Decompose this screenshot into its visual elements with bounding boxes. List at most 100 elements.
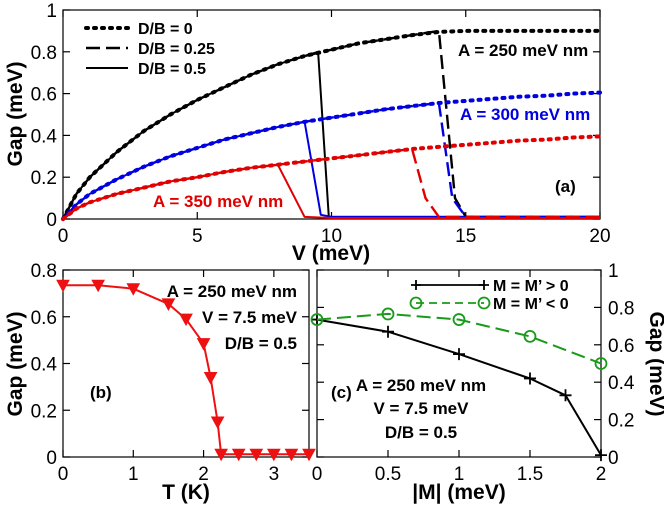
y-tick-label: 1 <box>608 261 619 282</box>
data-point-circle <box>310 313 324 326</box>
series-line-c-0 <box>316 318 602 456</box>
y-tick-label: 0.2 <box>31 401 57 422</box>
data-point-plus <box>524 372 536 385</box>
legend-label-solid: D/B = 0.5 <box>138 61 206 78</box>
series-line-c-1 <box>316 312 602 365</box>
x-tick-label: 0 <box>312 464 323 485</box>
y-tick-label: 0.6 <box>608 336 634 357</box>
y-tick-label: 0.4 <box>31 355 58 376</box>
panel-b-ann-v: V = 7.5 meV <box>202 308 298 327</box>
panel-c-ann-db: D/B = 0.5 <box>385 423 457 442</box>
legend-c-label-pos: M = M’ > 0 <box>493 278 569 295</box>
x-tick-label: 2 <box>596 464 607 485</box>
y-tick-label: 0.2 <box>608 411 634 432</box>
panel-a-legend: D/B = 0 D/B = 0.25 D/B = 0.5 <box>84 21 215 78</box>
panel-c-ticks: 0 0.5 1 1.5 200.20.40.60.81 <box>312 261 635 485</box>
panel-c-series <box>310 307 608 462</box>
panel-c-ylabel: Gap (meV) <box>645 311 664 416</box>
y-tick-label: 0 <box>46 448 57 469</box>
data-point-triangle-down <box>196 338 211 351</box>
panel-a-series <box>61 28 602 221</box>
legend-c-label-neg: M = M’ < 0 <box>493 296 569 313</box>
x-tick-label: 5 <box>192 226 203 247</box>
panel-b-label: (b) <box>90 383 112 402</box>
data-point-triangle-down <box>56 279 70 293</box>
panel-b: 0 1 2 3 0 0.2 0.4 0.6 0.8 T (K) Gap (meV) (b) A … <box>4 261 316 504</box>
data-point-triangle-down <box>203 372 218 385</box>
panel-b-ann-db: D/B = 0.5 <box>225 334 297 353</box>
y-tick-label: 1 <box>46 1 57 22</box>
legend-c-marker-neg-2 <box>477 296 491 310</box>
legend-c-marker-pos-1 <box>411 280 421 290</box>
annotation-a300: A = 300 meV nm <box>460 105 590 124</box>
data-point-plus <box>453 348 465 361</box>
panel-c: 0 0.5 1 1.5 200.20.40.60.81 |M| (meV) Gap (m… <box>310 261 664 504</box>
data-point-triangle-down <box>284 448 299 462</box>
panel-b-series <box>56 279 316 462</box>
panel-a-ylabel: Gap (meV) <box>4 61 27 166</box>
y-tick-label: 0.6 <box>31 308 57 329</box>
panel-a-ticks: 0 5 10 15 20 0 0.2 0.4 0.6 0.8 1 <box>31 1 611 247</box>
panel-c-legend: M = M’ > 0 M = M’ < 0 <box>409 278 569 313</box>
series-line-a-7 <box>62 147 600 220</box>
x-tick-label: 1 <box>454 464 465 485</box>
data-point-triangle-down <box>126 283 141 296</box>
x-tick-label: 1 <box>128 464 139 485</box>
x-tick-label: 0 <box>58 226 69 247</box>
legend-c-marker-pos-2 <box>479 280 489 290</box>
annotation-a250: A = 250 meV nm <box>458 41 588 60</box>
legend-label-dashed: D/B = 0.25 <box>138 41 215 58</box>
y-tick-label: 0.8 <box>31 261 57 282</box>
y-tick-label: 0.8 <box>31 43 57 64</box>
data-point-triangle-down <box>302 448 316 462</box>
data-point-circle <box>452 313 466 326</box>
y-tick-label: 0.4 <box>31 126 58 147</box>
annotation-a350: A = 350 meV nm <box>153 192 283 211</box>
x-tick-label: 10 <box>321 226 342 247</box>
panel-a: 0 5 10 15 20 0 0.2 0.4 0.6 0.8 1 V (meV) Gap (meV)… <box>4 1 611 265</box>
x-tick-label: 3 <box>269 464 280 485</box>
x-tick-label: 1.5 <box>517 464 543 485</box>
y-tick-label: 0.8 <box>608 298 634 319</box>
panel-c-xlabel: |M| (meV) <box>412 481 505 504</box>
data-point-triangle-down <box>91 279 105 293</box>
x-tick-label: 0.5 <box>375 464 401 485</box>
x-tick-label: 20 <box>589 226 610 247</box>
series-line-a-5 <box>62 120 600 220</box>
panel-a-label: (a) <box>555 177 576 196</box>
data-point-triangle-down <box>249 448 264 462</box>
x-tick-label: 15 <box>455 226 476 247</box>
data-point-triangle-down <box>267 448 281 462</box>
x-tick-label: 2 <box>198 464 209 485</box>
x-tick-label: 0 <box>58 464 69 485</box>
y-tick-label: 0.6 <box>31 85 57 106</box>
panel-b-ylabel: Gap (meV) <box>4 311 27 416</box>
data-point-triangle-down <box>179 313 193 327</box>
data-point-triangle-down <box>161 298 176 311</box>
panel-b-xlabel: T (K) <box>162 481 210 504</box>
panel-c-label: (c) <box>331 383 352 402</box>
y-tick-label: 0 <box>608 448 619 469</box>
legend-c-marker-neg-1 <box>409 296 423 310</box>
data-point-plus <box>382 325 394 338</box>
panel-c-ann-a: A = 250 meV nm <box>356 376 486 395</box>
data-point-plus <box>559 389 572 402</box>
panel-c-ann-v: V = 7.5 meV <box>374 399 470 418</box>
data-point-triangle-down <box>214 448 228 462</box>
panel-b-ticks: 0 1 2 3 0 0.2 0.4 0.6 0.8 <box>31 261 309 485</box>
data-point-triangle-down <box>210 416 225 429</box>
series-line-a-6 <box>61 134 602 221</box>
data-point-circle <box>523 329 537 343</box>
panel-a-xlabel: V (meV) <box>292 242 370 265</box>
y-tick-label: 0.2 <box>31 168 57 189</box>
legend-label-dotted: D/B = 0 <box>138 21 193 38</box>
y-tick-label: 0 <box>46 210 57 231</box>
data-point-circle <box>594 357 608 370</box>
series-line-a-8 <box>62 163 600 220</box>
y-tick-label: 0.4 <box>608 373 635 394</box>
data-point-triangle-down <box>231 448 246 462</box>
panel-b-ann-a: A = 250 meV nm <box>167 282 297 301</box>
data-point-circle <box>381 307 395 321</box>
data-point-plus <box>595 449 607 462</box>
